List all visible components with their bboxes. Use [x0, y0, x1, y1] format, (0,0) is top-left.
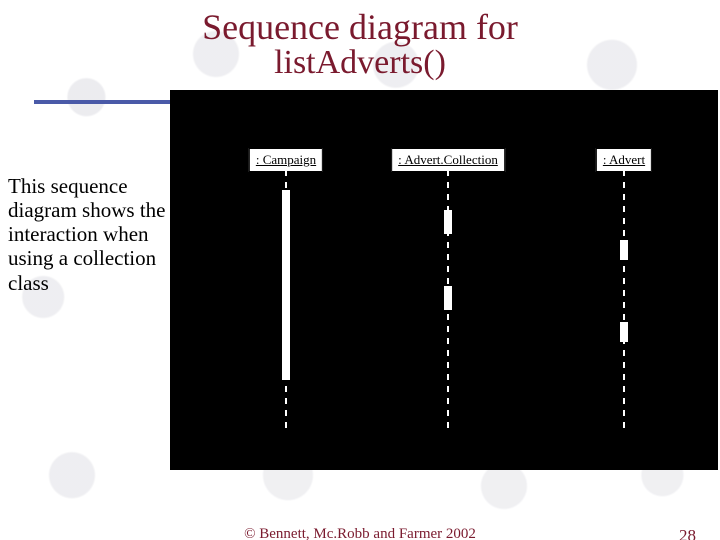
- title-line-2: listAdverts(): [0, 44, 720, 82]
- activation-advert-3: [620, 240, 628, 260]
- object-box-advert: : Advert: [596, 148, 652, 172]
- activation-campaign-0: [282, 190, 290, 380]
- object-box-advertcollection: : Advert.Collection: [391, 148, 505, 172]
- title-line-1: Sequence diagram for: [0, 6, 720, 48]
- description-text: This sequence diagram shows the interact…: [8, 174, 170, 295]
- sequence-diagram: : Campaign : Advert.Collection : Advert: [170, 90, 718, 470]
- page-number: 28: [679, 526, 696, 540]
- slide-title: Sequence diagram for listAdverts(): [0, 6, 720, 82]
- activation-advert-4: [620, 322, 628, 342]
- copyright-text: © Bennett, Mc.Robb and Farmer 2002: [0, 526, 720, 540]
- lifeline-advert: [623, 170, 625, 430]
- object-box-campaign: : Campaign: [249, 148, 323, 172]
- activation-advertcollection-2: [444, 286, 452, 310]
- activation-advertcollection-1: [444, 210, 452, 234]
